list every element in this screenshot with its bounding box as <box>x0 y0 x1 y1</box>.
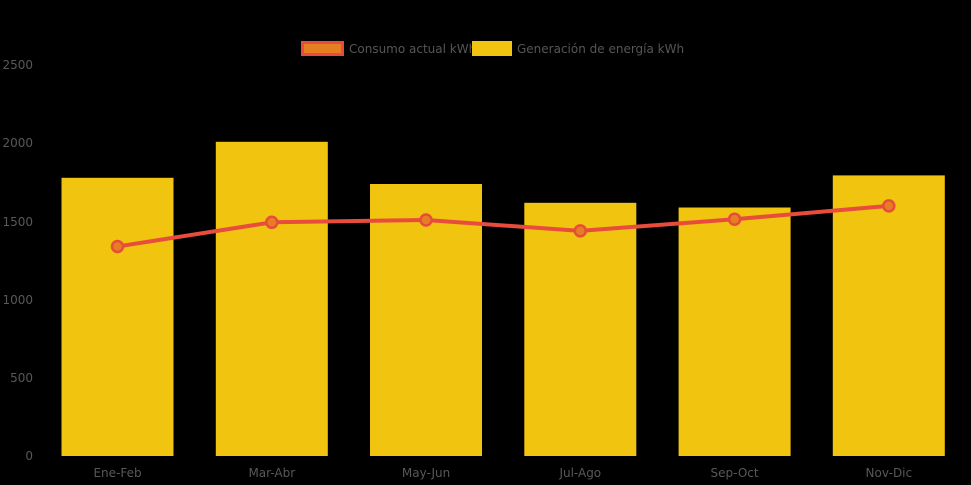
generation-bar-Sep-Oct <box>678 207 791 456</box>
consumption-point-Ene-Feb <box>110 239 125 254</box>
y-axis-tick-label: 1000 <box>2 293 33 307</box>
consumption-point-May-Jun <box>419 213 433 227</box>
generacion-legend-swatch-icon <box>472 41 512 56</box>
x-axis-category-label: Sep-Oct <box>711 466 759 480</box>
generation-bar-Mar-Abr <box>215 141 328 457</box>
y-axis-tick-label: 500 <box>10 371 33 385</box>
x-axis-category-label: Jul-Ago <box>558 466 601 480</box>
x-axis-category-label: Nov-Dic <box>866 466 913 480</box>
consumption-point-Nov-Dic <box>882 199 896 213</box>
legend-item-consumo-actual[interactable]: Consumo actual kWh <box>301 41 476 56</box>
consumption-point-Jul-Ago <box>573 224 588 238</box>
y-axis-tick-label: 0 <box>25 449 33 463</box>
legend-item-generacion-energia[interactable]: Generación de energía kWh <box>472 41 684 56</box>
generation-bar-May-Jun <box>370 184 482 456</box>
y-axis-tick-label: 1500 <box>2 215 33 229</box>
consumption-point-Sep-Oct <box>727 212 742 226</box>
x-axis-category-label: Mar-Abr <box>248 466 295 480</box>
generation-bar-Ene-Feb <box>61 177 174 457</box>
x-axis-category-label: Ene-Feb <box>93 466 141 480</box>
chart-legend: Consumo actual kWh Generación de energía… <box>0 0 971 62</box>
y-axis-tick-label: 2500 <box>2 58 33 72</box>
legend-label-generacion: Generación de energía kWh <box>517 41 685 56</box>
generation-bar-Nov-Dic <box>832 175 945 456</box>
consumption-point-Mar-Abr <box>265 215 279 230</box>
x-axis-category-label: May-Jun <box>402 466 450 480</box>
generation-bar-Jul-Ago <box>524 202 637 456</box>
legend-label-consumo: Consumo actual kWh <box>349 41 477 56</box>
consumo-legend-swatch-icon <box>301 41 344 56</box>
consumption-line <box>115 203 891 249</box>
y-axis-tick-label: 2000 <box>2 136 33 150</box>
